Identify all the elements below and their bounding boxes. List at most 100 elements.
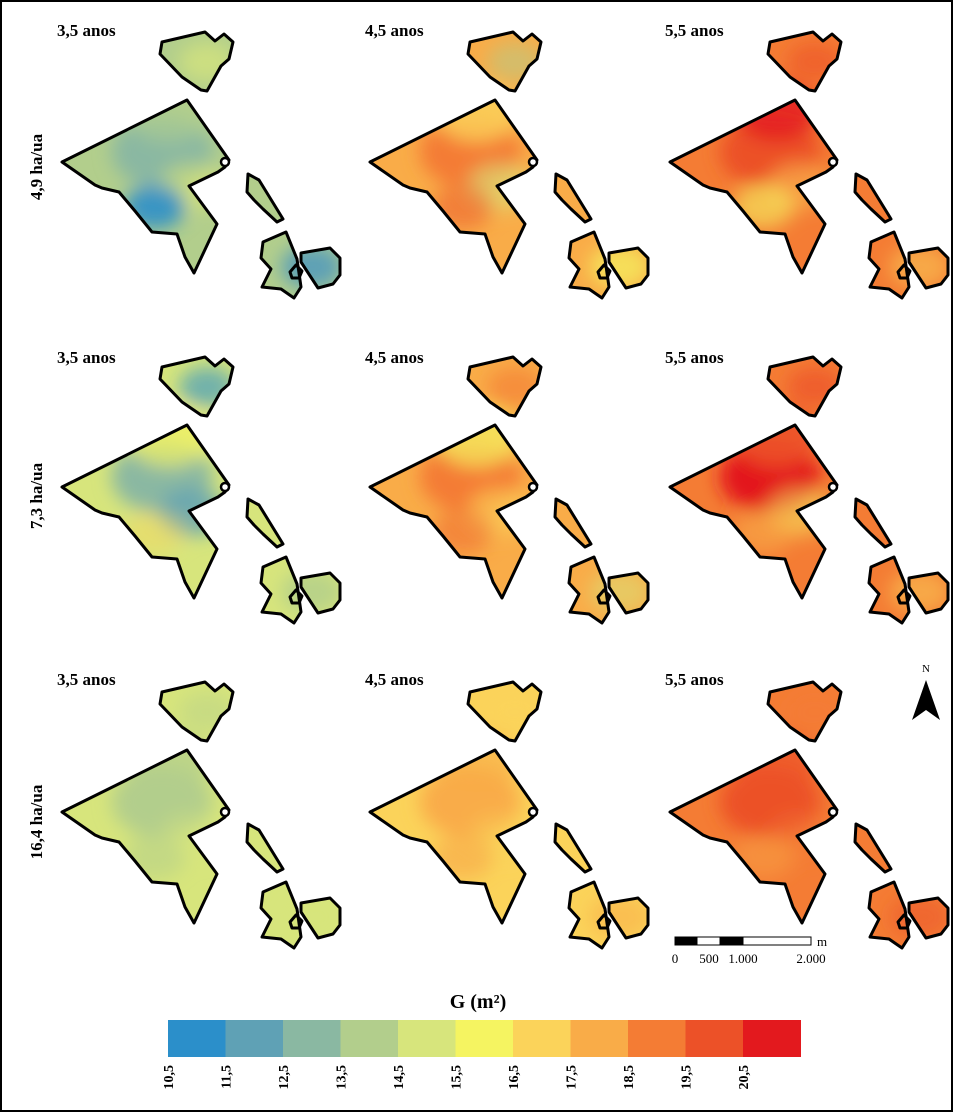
map-panel: [368, 355, 650, 625]
map-title-r1-c2: 4,5 anos: [365, 21, 424, 40]
north-arrow: N: [912, 663, 940, 720]
scale-label-0: 0: [672, 951, 679, 966]
map-area-outline: [158, 355, 235, 418]
map-title-r1-c3: 5,5 anos: [665, 21, 724, 40]
row-label-4-9: 4,9 ha/ua: [27, 133, 46, 200]
map-area-outline: [299, 571, 342, 615]
map-area-outline: [853, 497, 893, 549]
map-patch: [127, 82, 211, 142]
map-area-outline: [259, 230, 303, 300]
map-hole-outline: [896, 263, 912, 280]
map-title-r3-c2: 4,5 anos: [365, 670, 424, 689]
legend-tick-label: 17,5: [565, 1065, 580, 1090]
scale-unit: m: [817, 934, 827, 949]
map-loop-marker: [219, 481, 231, 493]
map-area-outline: [907, 246, 950, 290]
map-panel: [368, 30, 650, 300]
legend-swatch-0: [168, 1020, 226, 1057]
legend-swatch-6: [513, 1020, 571, 1057]
scale-label-2000: 2.000: [796, 951, 825, 966]
map-area-outline: [766, 355, 843, 418]
scale-label-1000: 1.000: [728, 951, 757, 966]
legend-swatch-10: [743, 1020, 801, 1057]
map-loop-marker: [219, 156, 231, 168]
map-area-outline: [867, 555, 911, 625]
legend-tick-label: 11,5: [220, 1065, 235, 1089]
map-area-outline: [607, 896, 650, 940]
legend-tick-label: 19,5: [680, 1065, 695, 1090]
map-area-outline: [567, 230, 611, 300]
map-loop-marker: [827, 156, 839, 168]
map-loop-marker: [827, 481, 839, 493]
map-title-r3-c1: 3,5 anos: [57, 670, 116, 689]
map-area-outline: [245, 172, 285, 224]
row-label-16-4: 16,4 ha/ua: [27, 784, 46, 859]
map-area-outline: [259, 555, 303, 625]
map-hole-outline: [288, 913, 304, 930]
map-hole-outline: [288, 263, 304, 280]
map-area-outline: [867, 230, 911, 300]
legend-swatch-3: [340, 1020, 399, 1057]
map-panel: [60, 30, 342, 300]
map-area-outline: [259, 880, 303, 950]
map-loop-marker: [527, 156, 539, 168]
map-panel: [368, 680, 650, 950]
map-patch: [435, 407, 519, 467]
map-patch: [127, 732, 211, 792]
map-hole-outline: [596, 263, 612, 280]
legend-tick-label: 15,5: [450, 1065, 465, 1090]
map-patch: [435, 732, 519, 792]
map-area-outline: [567, 555, 611, 625]
map-area-outline: [466, 680, 543, 743]
legend-title: G (m²): [450, 991, 507, 1013]
map-area-outline: [607, 571, 650, 615]
map-area-outline: [567, 880, 611, 950]
map-hole-outline: [596, 913, 612, 930]
map-title-r2-c3: 5,5 anos: [665, 348, 724, 367]
legend-tick-label: 12,5: [277, 1065, 292, 1090]
legend-tick-label: 13,5: [335, 1065, 350, 1090]
map-area-outline: [299, 896, 342, 940]
map-title-r2-c1: 3,5 anos: [57, 348, 116, 367]
map-area-outline: [907, 896, 950, 940]
legend-tick-label: 16,5: [507, 1065, 522, 1090]
map-area-outline: [907, 571, 950, 615]
map-patch: [435, 82, 519, 142]
map-area-outline: [466, 30, 543, 93]
map-patch: [735, 82, 819, 142]
map-area-outline: [466, 355, 543, 418]
map-hole-outline: [288, 588, 304, 605]
map-area-outline: [299, 246, 342, 290]
map-patch: [735, 732, 819, 792]
map-area-outline: [766, 680, 843, 743]
legend-swatch-7: [570, 1020, 629, 1057]
legend-swatch-2: [283, 1020, 341, 1057]
map-area-outline: [553, 822, 593, 874]
map-area-outline: [853, 172, 893, 224]
map-panels: [60, 30, 950, 950]
scale-label-500: 500: [699, 951, 719, 966]
map-patch: [127, 407, 211, 467]
map-panel: [60, 680, 342, 950]
map-area-outline: [158, 680, 235, 743]
north-label: N: [922, 663, 930, 675]
legend-swatch-1: [225, 1020, 284, 1057]
map-panel: [668, 355, 950, 625]
map-hole-outline: [896, 913, 912, 930]
legend-swatch-9: [685, 1020, 744, 1057]
legend-swatch-8: [628, 1020, 686, 1057]
legend-tick-label: 14,5: [392, 1065, 407, 1090]
map-area-outline: [607, 246, 650, 290]
map-area-outline: [553, 172, 593, 224]
map-loop-marker: [527, 481, 539, 493]
map-title-r3-c3: 5,5 anos: [665, 670, 724, 689]
legend-swatch-5: [455, 1020, 514, 1057]
legend-colorbar: 10,5 11,5 12,5 13,5 14,5 15,5 16,5 17,5 18,5 19,5…: [162, 1020, 801, 1090]
map-area-outline: [853, 822, 893, 874]
legend-tick-label: 18,5: [622, 1065, 637, 1090]
map-area-outline: [245, 497, 285, 549]
north-arrow-icon: [912, 680, 940, 720]
legend-tick-label: 10,5: [162, 1065, 177, 1090]
